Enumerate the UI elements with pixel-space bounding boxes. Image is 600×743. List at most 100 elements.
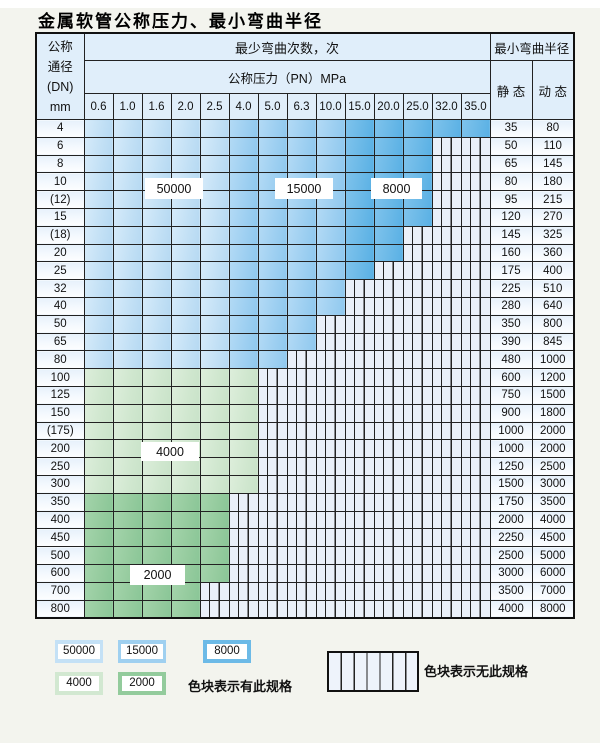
static-radius-cell: 350 bbox=[489, 314, 533, 334]
unavailable-cell bbox=[460, 474, 491, 494]
pressure-col-header: 15.0 bbox=[344, 93, 375, 120]
unavailable-cell bbox=[373, 599, 404, 619]
available-cell bbox=[112, 457, 143, 476]
available-cell bbox=[83, 261, 114, 281]
unavailable-cell bbox=[257, 403, 288, 423]
unavailable-cell bbox=[344, 350, 375, 370]
unavailable-cell bbox=[373, 510, 404, 530]
available-cell bbox=[460, 119, 491, 138]
legend-swatch-value: 2000 bbox=[122, 676, 162, 691]
unavailable-cell bbox=[257, 510, 288, 530]
unavailable-cell bbox=[431, 581, 462, 601]
unavailable-cell bbox=[431, 421, 462, 441]
available-cell bbox=[199, 225, 230, 245]
unavailable-cell bbox=[315, 368, 346, 387]
available-cell bbox=[141, 314, 172, 334]
table-row: 300 1500 3000 bbox=[35, 474, 575, 494]
available-cell bbox=[112, 296, 143, 316]
dn-cell: 150 bbox=[35, 403, 85, 423]
unavailable-cell bbox=[315, 599, 346, 619]
unavailable-cell bbox=[315, 403, 346, 423]
available-cell bbox=[83, 296, 114, 316]
available-cell bbox=[199, 154, 230, 174]
unavailable-cell bbox=[431, 154, 462, 174]
header-row-1: 公称 通径 (DN) mm 最少弯曲次数，次 最小弯曲半径 bbox=[35, 32, 575, 120]
unavailable-cell bbox=[460, 546, 491, 565]
static-radius-cell: 3000 bbox=[489, 563, 533, 583]
available-cell bbox=[141, 261, 172, 281]
available-cell bbox=[112, 154, 143, 174]
unavailable-cell bbox=[286, 385, 317, 405]
unavailable-cell bbox=[431, 546, 462, 565]
available-cell bbox=[373, 243, 404, 263]
unavailable-cell bbox=[315, 492, 346, 512]
available-cell bbox=[141, 279, 172, 298]
available-cell bbox=[170, 207, 201, 227]
unavailable-cell bbox=[373, 492, 404, 512]
dn-header-line: 通径 bbox=[47, 59, 73, 74]
static-radius-cell: 1250 bbox=[489, 457, 533, 476]
dynamic-radius-cell: 845 bbox=[531, 332, 575, 352]
available-cell bbox=[141, 510, 172, 530]
available-cell bbox=[373, 119, 404, 138]
bend-cycles-header: 最少弯曲次数，次 bbox=[83, 32, 491, 61]
dn-cell: 6 bbox=[35, 136, 85, 156]
available-cell bbox=[83, 510, 114, 530]
table-row: 20 160 360 bbox=[35, 243, 575, 263]
unavailable-cell bbox=[286, 457, 317, 476]
pressure-col-header: 4.0 bbox=[228, 93, 259, 120]
available-cell bbox=[170, 136, 201, 156]
available-cell bbox=[141, 296, 172, 316]
unavailable-cell bbox=[344, 403, 375, 423]
dynamic-radius-cell: 640 bbox=[531, 296, 575, 316]
dynamic-radius-cell: 2000 bbox=[531, 439, 575, 459]
unavailable-cell bbox=[373, 332, 404, 352]
available-cell bbox=[199, 207, 230, 227]
unavailable-cell bbox=[431, 563, 462, 583]
static-radius-cell: 750 bbox=[489, 385, 533, 405]
legend-swatch-50000: 50000 bbox=[55, 640, 103, 663]
available-cell bbox=[199, 528, 230, 548]
dn-header-line: (DN) bbox=[47, 79, 74, 94]
table-row: 65 390 845 bbox=[35, 332, 575, 352]
unavailable-cell bbox=[402, 350, 433, 370]
dynamic-radius-cell: 1200 bbox=[531, 368, 575, 387]
dn-cell: (18) bbox=[35, 225, 85, 245]
legend-swatch-8000: 8000 bbox=[203, 640, 251, 663]
unavailable-cell bbox=[431, 457, 462, 476]
unavailable-cell bbox=[460, 243, 491, 263]
available-cell bbox=[315, 243, 346, 263]
dn-cell: 250 bbox=[35, 457, 85, 476]
dynamic-column-header: 动 态 bbox=[531, 60, 575, 120]
unavailable-cell bbox=[199, 599, 230, 619]
dn-cell: 10 bbox=[35, 172, 85, 192]
unavailable-cell bbox=[257, 599, 288, 619]
available-cell bbox=[228, 261, 259, 281]
available-cell bbox=[83, 421, 114, 441]
unavailable-cell bbox=[315, 350, 346, 370]
unavailable-cell bbox=[344, 368, 375, 387]
unavailable-cell bbox=[402, 296, 433, 316]
available-cell bbox=[344, 261, 375, 281]
available-cell bbox=[170, 350, 201, 370]
dynamic-radius-cell: 800 bbox=[531, 314, 575, 334]
unavailable-cell bbox=[460, 439, 491, 459]
unavailable-cell bbox=[286, 563, 317, 583]
available-cell bbox=[112, 243, 143, 263]
available-cell bbox=[83, 136, 114, 156]
unavailable-cell bbox=[431, 225, 462, 245]
available-cell bbox=[170, 279, 201, 298]
region-label-50000: 50000 bbox=[145, 178, 203, 199]
unavailable-cell bbox=[460, 314, 491, 334]
available-cell bbox=[257, 225, 288, 245]
available-cell bbox=[257, 332, 288, 352]
dynamic-radius-cell: 1800 bbox=[531, 403, 575, 423]
unavailable-cell bbox=[460, 457, 491, 476]
available-cell bbox=[257, 261, 288, 281]
static-radius-cell: 225 bbox=[489, 279, 533, 298]
unavailable-cell bbox=[344, 439, 375, 459]
available-cell bbox=[83, 563, 114, 583]
unavailable-cell bbox=[402, 510, 433, 530]
unavailable-cell bbox=[431, 528, 462, 548]
available-cell bbox=[170, 225, 201, 245]
